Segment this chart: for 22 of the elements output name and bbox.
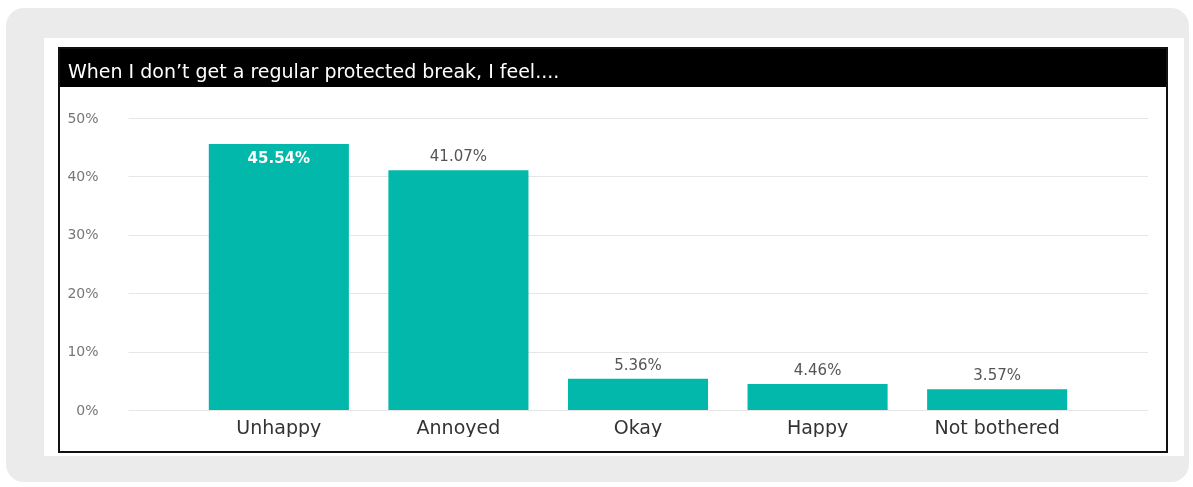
y-tick-label: 30% bbox=[67, 226, 99, 243]
x-tick-label: Unhappy bbox=[236, 415, 322, 438]
x-tick-label: Not bothered bbox=[934, 415, 1060, 438]
bar bbox=[388, 170, 529, 410]
x-tick-label: Okay bbox=[613, 415, 663, 438]
chart-title: When I don’t get a regular protected break, I feel.... bbox=[60, 49, 1166, 87]
y-tick-label: 40% bbox=[67, 167, 99, 184]
y-tick-label: 20% bbox=[67, 284, 99, 301]
x-tick-label: Annoyed bbox=[416, 415, 501, 438]
y-tick-label: 0% bbox=[76, 401, 99, 418]
x-tick-label: Happy bbox=[786, 415, 849, 438]
data-label: 45.54% bbox=[247, 149, 311, 168]
y-tick-label: 10% bbox=[67, 343, 99, 360]
data-label: 4.46% bbox=[793, 360, 842, 379]
data-label: 41.07% bbox=[429, 147, 488, 166]
data-label: 5.36% bbox=[614, 355, 662, 374]
data-label: 3.57% bbox=[973, 366, 1021, 385]
bar bbox=[208, 144, 349, 410]
bar bbox=[927, 389, 1068, 410]
bar bbox=[747, 383, 888, 410]
y-tick-label: 50% bbox=[67, 109, 99, 126]
bar bbox=[567, 378, 709, 410]
